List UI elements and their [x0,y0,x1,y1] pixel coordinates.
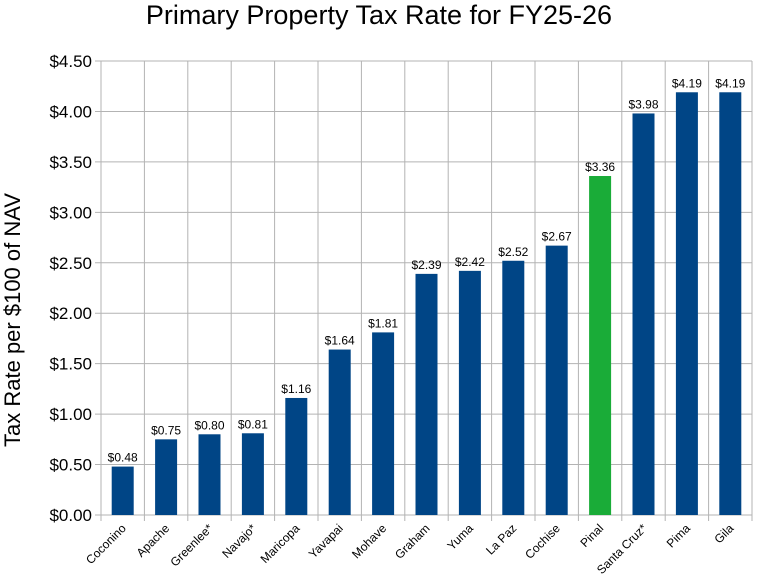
bar-graham [415,273,438,515]
x-tick-label: Pinal [577,521,606,550]
y-tick-label: $4.00 [49,102,92,121]
y-tick-label: $1.00 [49,405,92,424]
data-label: $2.67 [542,230,572,244]
bar-pima [675,92,698,515]
y-axis-title: Tax Rate per $100 of NAV [0,193,25,447]
x-tick-label: Gila [711,521,736,546]
bar-pinal [589,176,612,515]
data-label: $3.98 [628,97,658,111]
y-tick-label: $0.00 [49,506,92,525]
data-label: $1.64 [325,334,355,348]
data-label: $0.80 [194,418,224,432]
data-label: $2.39 [411,258,441,272]
data-label: $2.52 [498,245,528,259]
data-label: $0.81 [238,417,268,431]
y-tick-label: $4.50 [49,52,92,71]
y-tick-label: $2.50 [49,254,92,273]
x-tick-label: Pima [664,521,693,550]
x-tick-label: Yuma [444,521,476,553]
bar-greenlee [198,434,221,515]
data-label: $4.19 [672,76,702,90]
bar-navajo [241,433,264,515]
data-label: $1.16 [281,382,311,396]
x-tick-label: Coconino [83,521,129,567]
x-tick-label: Graham [392,521,433,562]
bar-la-paz [502,260,525,515]
data-label: $2.42 [455,255,485,269]
x-tick-label: Yavapai [306,521,346,561]
bar-yavapai [328,349,351,515]
data-label: $3.36 [585,160,615,174]
y-tick-label: $3.50 [49,153,92,172]
x-tick-label: Maricopa [258,521,303,566]
data-label: $1.81 [368,316,398,330]
data-label: $0.48 [108,451,138,465]
y-tick-label: $3.00 [49,203,92,222]
x-tick-label: Greenlee* [168,521,216,569]
y-tick-label: $0.50 [49,456,92,475]
bar-yuma [458,270,481,515]
gridlines [95,60,753,521]
x-tick-label: La Paz [483,521,519,557]
bar-apache [155,439,178,515]
y-axis: $0.00 $0.50 $1.00 $1.50 $2.00 $2.50 $3.00 $3.50… [49,52,92,525]
data-labels: $0.48 $0.75 $0.80 $0.81 $1.16 $1.64 $1.81 $2.39… [108,76,746,464]
bar-mohave [372,332,395,515]
bars [111,92,742,516]
bar-gila [719,92,742,515]
bar-coconino [111,466,134,515]
chart-title: Primary Property Tax Rate for FY25-26 [146,0,612,30]
y-tick-label: $1.50 [49,355,92,374]
data-label: $0.75 [151,423,181,437]
bar-santa-cruz [632,113,655,515]
x-tick-label: Apache [134,521,173,560]
y-tick-label: $2.00 [49,304,92,323]
x-tick-label: Navajo* [219,521,259,561]
bar-maricopa [285,397,308,515]
x-tick-label: Mohave [349,521,389,561]
data-label: $4.19 [715,76,745,90]
x-tick-label: Cochise [522,521,563,562]
bar-cochise [545,245,568,516]
